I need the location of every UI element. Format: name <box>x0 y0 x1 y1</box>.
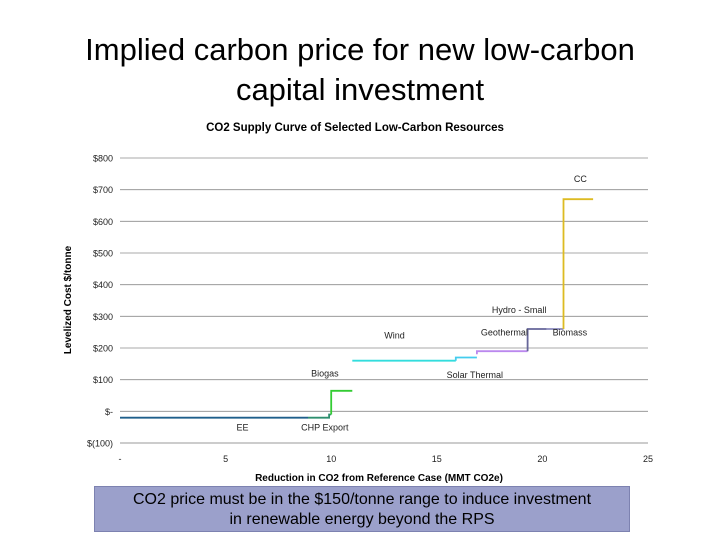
y-tick-label: $100 <box>93 375 113 385</box>
series-geothermal <box>475 350 528 355</box>
y-tick-label: $(100) <box>87 439 113 449</box>
annotation-ee: EE <box>236 422 248 432</box>
annotation-biogas: Biogas <box>311 369 339 379</box>
series-hydro-small <box>526 328 547 352</box>
callout-box: CO2 price must be in the $150/tonne rang… <box>94 486 630 532</box>
y-tick-label: $700 <box>93 185 113 195</box>
callout-line-1: CO2 price must be in the $150/tonne rang… <box>132 491 592 508</box>
annotation-geothermal: Geothermal <box>481 327 528 337</box>
annotation-solar-thermal: Solar Thermal <box>447 370 503 380</box>
y-axis-title: Levelized Cost $/tonne <box>63 245 74 354</box>
chart-title: CO2 Supply Curve of Selected Low-Carbon … <box>206 122 504 134</box>
annotation-biomass: Biomass <box>553 327 588 337</box>
callout-line-2: in renewable energy beyond the RPS <box>229 511 495 528</box>
y-tick-label: $300 <box>93 312 113 322</box>
x-tick-label: 10 <box>326 454 336 464</box>
x-tick-label: 25 <box>643 454 653 464</box>
y-tick-label: $500 <box>93 249 113 259</box>
annotation-cc: CC <box>574 174 587 184</box>
annotation-wind: Wind <box>384 331 405 341</box>
series-biogas <box>330 389 353 415</box>
y-tick-label: $600 <box>93 217 113 227</box>
slide-title: Implied carbon price for new low-carbon … <box>0 30 720 110</box>
series-cc <box>562 198 594 329</box>
x-tick-label: 20 <box>537 454 547 464</box>
annotation-chp-export: CHP Export <box>301 422 349 432</box>
x-axis-title: Reduction in CO2 from Reference Case (MM… <box>255 473 503 484</box>
y-tick-label: $200 <box>93 344 113 354</box>
x-tick-label: - <box>119 454 122 464</box>
slide-title-line-1: Implied carbon price for new low-carbon <box>85 32 635 67</box>
y-tick-label: $400 <box>93 280 113 290</box>
x-tick-label: 15 <box>432 454 442 464</box>
annotation-hydro-small: Hydro - Small <box>492 305 547 315</box>
series-chp-export <box>308 413 332 419</box>
x-tick-label: 5 <box>223 454 228 464</box>
y-tick-label: $800 <box>93 154 113 164</box>
y-tick-label: $- <box>105 407 113 417</box>
slide-title-line-2: capital investment <box>235 72 485 107</box>
series-solar-thermal <box>454 356 477 361</box>
